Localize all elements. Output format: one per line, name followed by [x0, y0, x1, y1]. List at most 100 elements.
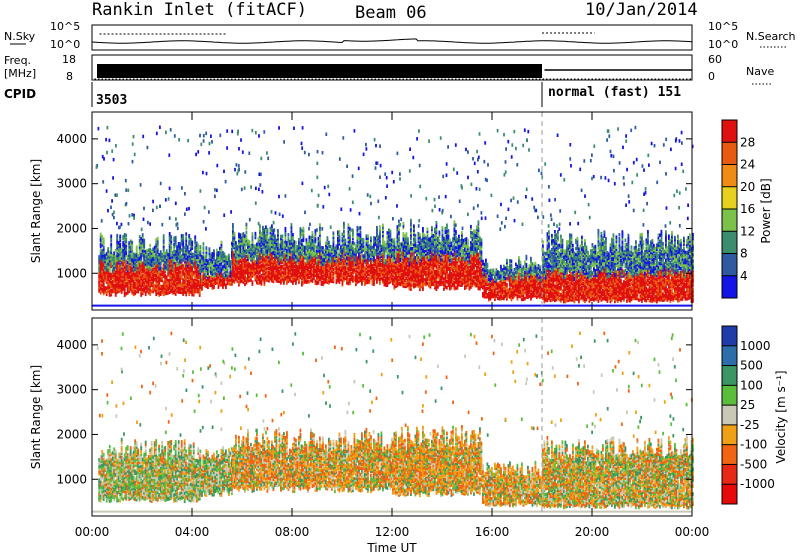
range-cell	[302, 262, 305, 267]
range-cell	[248, 270, 251, 274]
range-cell	[382, 280, 384, 284]
range-cell	[326, 246, 329, 250]
range-cell	[379, 277, 381, 282]
range-cell	[231, 268, 233, 272]
range-cell	[250, 252, 252, 256]
range-cell	[123, 243, 126, 247]
range-cell	[268, 262, 270, 267]
range-cell	[374, 242, 377, 247]
range-cell	[364, 260, 366, 264]
range-cell	[295, 281, 297, 285]
range-cell	[165, 265, 168, 269]
range-cell	[349, 267, 351, 271]
range-cell	[168, 246, 171, 250]
range-cell	[144, 258, 147, 262]
range-cell	[242, 264, 245, 268]
range-cell	[371, 253, 374, 258]
range-cell	[199, 249, 202, 253]
range-cell	[316, 261, 318, 265]
range-cell	[364, 266, 366, 270]
range-cell	[266, 270, 269, 274]
range-cell	[277, 253, 279, 257]
range-cell	[391, 262, 393, 267]
range-cell	[242, 240, 245, 244]
range-cell	[380, 272, 383, 277]
range-cell	[213, 251, 215, 255]
range-cell	[367, 276, 369, 281]
range-cell	[211, 264, 214, 268]
range-cell	[125, 253, 128, 258]
range-cell	[376, 244, 378, 248]
range-cell	[268, 250, 270, 255]
range-cell	[180, 276, 183, 280]
range-cell	[239, 253, 242, 258]
range-cell	[341, 279, 344, 283]
range-cell	[141, 241, 144, 245]
range-cell	[173, 260, 176, 265]
range-cell	[220, 266, 223, 271]
range-cell	[192, 272, 195, 277]
range-cell	[338, 230, 341, 234]
range-cell	[232, 237, 234, 241]
range-cell	[392, 281, 394, 286]
range-cell	[213, 279, 215, 283]
range-cell	[265, 268, 267, 272]
range-cell	[266, 227, 269, 232]
range-cell	[158, 259, 161, 263]
range-cell	[370, 274, 372, 279]
range-cell	[223, 268, 226, 272]
range-cell	[204, 255, 206, 260]
range-cell	[325, 251, 327, 256]
range-cell	[349, 249, 351, 253]
range-cell	[316, 273, 318, 278]
range-cell	[207, 265, 209, 269]
range-cell	[222, 285, 224, 289]
range-cell	[197, 275, 200, 280]
range-cell	[393, 260, 396, 264]
range-cell	[123, 257, 126, 261]
range-cell	[223, 282, 226, 287]
range-cell	[316, 279, 318, 284]
range-cell	[217, 265, 220, 269]
range-cell	[359, 240, 362, 244]
range-cell	[232, 275, 234, 279]
range-cell	[132, 286, 135, 291]
range-cell	[287, 247, 290, 251]
range-cell	[287, 237, 290, 241]
range-cell	[191, 274, 194, 279]
range-cell	[122, 257, 125, 261]
range-cell	[358, 245, 360, 249]
range-cell	[268, 254, 270, 259]
range-cell	[263, 276, 266, 280]
range-cell	[335, 260, 338, 264]
range-cell	[277, 279, 279, 283]
range-cell	[123, 287, 126, 291]
range-cell	[180, 240, 183, 244]
range-cell	[299, 275, 302, 280]
range-cell	[259, 276, 261, 281]
range-cell	[376, 264, 378, 268]
range-cell	[393, 268, 396, 272]
range-cell	[141, 261, 144, 265]
range-cell	[317, 263, 320, 267]
range-cell	[122, 243, 125, 247]
range-cell	[286, 243, 288, 247]
range-cell	[370, 248, 372, 252]
range-cell	[231, 278, 233, 282]
range-cell	[201, 255, 203, 259]
range-cell	[102, 273, 105, 278]
range-cell	[158, 253, 161, 257]
range-cell	[338, 280, 341, 284]
range-cell	[319, 271, 321, 276]
range-cell	[352, 234, 354, 239]
range-cell	[275, 252, 278, 257]
range-cell	[156, 267, 159, 271]
range-cell	[205, 258, 208, 262]
range-cell	[368, 276, 371, 280]
range-cell	[364, 256, 366, 260]
range-cell	[235, 273, 237, 277]
range-cell	[138, 239, 141, 243]
range-cell	[251, 252, 254, 256]
range-cell	[159, 268, 162, 272]
range-cell	[194, 253, 197, 257]
